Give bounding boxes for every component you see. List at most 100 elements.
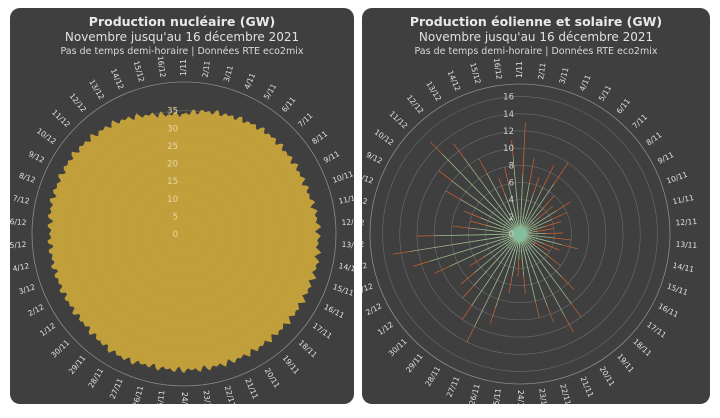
radial-tick-label: 10 <box>503 144 514 154</box>
angular-tick-label: 11/11 <box>338 193 354 206</box>
angular-tick-label: 11/11 <box>672 193 695 206</box>
angular-tick-label: 4/12 <box>362 261 368 273</box>
angular-tick-label: 24/11 <box>516 390 525 404</box>
angular-tick-label: 25/11 <box>491 388 503 404</box>
angular-tick-label: 12/12 <box>68 91 89 114</box>
series-area-nuclaire <box>47 109 322 374</box>
angular-tick-label: 11/12 <box>387 109 409 130</box>
angular-tick-label: 2/12 <box>364 301 383 317</box>
radial-tick-label: 0 <box>173 230 178 240</box>
angular-tick-label: 9/12 <box>27 149 46 165</box>
angular-tick-label: 24/11 <box>180 392 189 404</box>
radial-tick-label: 15 <box>167 177 178 187</box>
chart-subtitle: Novembre jusqu'au 16 décembre 2021 <box>418 30 654 44</box>
angular-tick-label: 9/11 <box>322 149 341 165</box>
angular-tick-label: 25/11 <box>155 390 167 404</box>
angular-tick-label: 22/11 <box>558 383 573 404</box>
grid-ring <box>382 96 658 372</box>
radial-tick-label: 4 <box>509 196 514 206</box>
angular-tick-label: 5/11 <box>262 82 279 101</box>
angular-tick-label: 4/12 <box>12 261 31 273</box>
radial-tick-label: 5 <box>173 212 178 222</box>
angular-tick-label: 19/11 <box>281 353 302 376</box>
angular-tick-label: 5/12 <box>10 240 27 250</box>
angular-tick-label: 26/11 <box>467 383 482 404</box>
radial-tick-label: 0 <box>509 230 514 240</box>
wind-solar-chart-panel: Production éolienne et solaire (GW) Nove… <box>362 8 710 404</box>
radial-tick-label: 10 <box>167 195 178 205</box>
radial-tick-label: 30 <box>167 124 178 134</box>
series-area-solaire <box>392 122 582 343</box>
grid-ring <box>416 130 624 338</box>
angular-tick-label: 14/12 <box>109 67 126 91</box>
angular-tick-label: 1/12 <box>38 321 57 338</box>
angular-tick-label: 16/12 <box>156 55 168 78</box>
radial-tick-label: 35 <box>167 107 178 117</box>
angular-tick-label: 5/11 <box>597 84 614 103</box>
chart-title: Production nucléaire (GW) <box>88 14 276 29</box>
angular-tick-label: 11/12 <box>50 108 72 129</box>
radial-tick-label: 8 <box>509 161 514 171</box>
angular-tick-label: 6/11 <box>615 97 633 116</box>
grid-ring <box>450 164 590 304</box>
radial-tick-label: 6 <box>509 178 514 188</box>
angular-tick-label: 1/11 <box>515 61 524 78</box>
angular-tick-label: 23/11 <box>537 388 549 404</box>
angular-tick-label: 14/12 <box>446 69 463 93</box>
angular-tick-label: 16/12 <box>492 57 504 80</box>
angular-tick-label: 10/11 <box>665 170 689 186</box>
angular-tick-label: 3/12 <box>18 282 37 296</box>
radial-tick-label: 2 <box>509 213 514 223</box>
angular-tick-label: 8/12 <box>362 171 375 185</box>
angular-tick-label: 4/11 <box>242 71 257 90</box>
angular-tick-label: 12/11 <box>675 217 697 227</box>
outer-ring <box>369 83 671 385</box>
angular-tick-label: 21/11 <box>243 377 260 401</box>
angular-tick-label: 14/11 <box>338 261 354 274</box>
radial-tick-label: 14 <box>503 110 514 120</box>
angular-tick-label: 10/11 <box>331 169 354 185</box>
angular-tick-label: 28/11 <box>423 365 442 388</box>
angular-tick-label: 30/11 <box>49 338 71 359</box>
angular-tick-label: 15/12 <box>132 60 147 83</box>
grid-ring <box>485 199 555 269</box>
angular-tick-label: 7/12 <box>12 194 31 206</box>
angular-tick-label: 7/11 <box>296 111 315 129</box>
angular-tick-label: 29/11 <box>67 353 88 376</box>
angular-tick-label: 3/11 <box>222 64 235 83</box>
grid-ring <box>468 182 572 286</box>
angular-tick-label: 17/11 <box>311 321 334 341</box>
angular-tick-label: 30/11 <box>387 337 409 358</box>
angular-tick-label: 2/12 <box>26 302 45 318</box>
angular-tick-label: 5/12 <box>362 240 365 250</box>
angular-tick-label: 10/12 <box>35 126 58 146</box>
outer-ring <box>31 81 337 387</box>
angular-tick-label: 2/11 <box>536 62 547 80</box>
angular-tick-label: 13/12 <box>87 78 106 101</box>
nuclear-chart-panel: Production nucléaire (GW) Novembre jusqu… <box>10 8 354 404</box>
angular-tick-label: 20/11 <box>263 366 282 389</box>
angular-tick-label: 7/12 <box>362 194 369 206</box>
chart-source-note: Pas de temps demi-horaire | Données RTE … <box>60 46 304 57</box>
angular-tick-label: 16/11 <box>322 302 346 320</box>
angular-tick-label: 13/12 <box>424 80 443 103</box>
angular-tick-label: 12/12 <box>405 93 426 116</box>
angular-tick-label: 1/11 <box>179 59 188 76</box>
angular-tick-label: 6/12 <box>10 217 27 227</box>
angular-tick-label: 28/11 <box>86 366 105 389</box>
angular-tick-label: 27/11 <box>445 375 462 399</box>
angular-tick-label: 7/11 <box>631 112 650 130</box>
angular-tick-label: 19/11 <box>615 352 636 375</box>
angular-tick-label: 12/11 <box>341 217 354 227</box>
angular-tick-label: 8/11 <box>310 129 329 146</box>
angular-tick-label: 23/11 <box>202 390 214 404</box>
angular-tick-label: 13/11 <box>341 240 354 250</box>
chart-subtitle: Novembre jusqu'au 16 décembre 2021 <box>64 30 300 44</box>
angular-tick-label: 15/11 <box>666 281 690 297</box>
angular-tick-label: 1/12 <box>376 320 395 337</box>
grid-ring <box>433 147 607 321</box>
series-area-olien <box>409 153 572 327</box>
angular-tick-label: 3/12 <box>362 281 375 295</box>
